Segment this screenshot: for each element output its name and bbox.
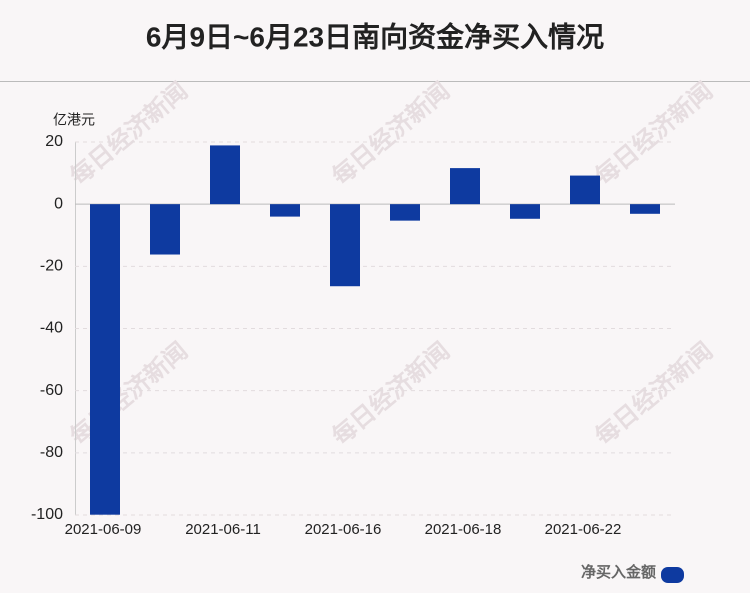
watermark: 每日经济新闻 <box>590 337 718 451</box>
bar <box>570 175 600 205</box>
legend-swatch <box>661 567 684 583</box>
x-tick-label: 2021-06-09 <box>65 521 142 538</box>
x-tick-label: 2021-06-18 <box>425 521 502 538</box>
y-tick-label: -100 <box>31 506 63 523</box>
y-tick-label: -60 <box>40 382 63 399</box>
bar <box>390 204 420 221</box>
watermark: 每日经济新闻 <box>65 77 193 191</box>
x-tick-label: 2021-06-22 <box>545 521 622 538</box>
bar <box>510 204 540 219</box>
y-tick-label: 20 <box>45 133 63 150</box>
bar <box>630 204 660 214</box>
x-tick-label: 2021-06-16 <box>305 521 382 538</box>
bar <box>270 204 300 217</box>
x-tick-label: 2021-06-11 <box>185 521 261 538</box>
chart-title: 6月9日~6月23日南向资金净买入情况 <box>146 20 604 52</box>
legend-label: 净买入金额 <box>581 563 656 581</box>
watermark: 每日经济新闻 <box>327 77 455 191</box>
y-tick-label: -20 <box>40 258 63 275</box>
y-tick-label: 0 <box>54 195 63 212</box>
bar <box>450 168 480 205</box>
y-unit: 亿港元 <box>53 112 95 128</box>
watermark: 每日经济新闻 <box>590 77 718 191</box>
y-tick-label: -40 <box>40 320 63 337</box>
watermark: 每日经济新闻 <box>65 337 193 451</box>
bar <box>330 204 360 287</box>
y-tick-label: -80 <box>40 444 63 461</box>
watermark: 每日经济新闻 <box>327 337 455 451</box>
bar <box>210 145 240 205</box>
bar <box>150 204 180 255</box>
bar <box>90 204 120 515</box>
watermarks: 每日经济新闻 每日经济新闻 每日经济新闻 每日经济新闻 每日经济新闻 每日经济新… <box>65 77 718 451</box>
